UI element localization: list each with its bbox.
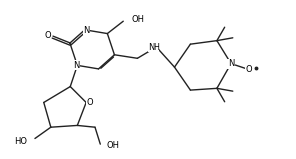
Text: N: N (148, 43, 155, 52)
Text: O: O (86, 98, 93, 107)
Text: OH: OH (131, 15, 144, 24)
Text: N: N (73, 61, 79, 70)
Text: N: N (228, 59, 234, 68)
Text: N: N (83, 26, 89, 35)
Text: O: O (44, 31, 51, 40)
Text: HO: HO (14, 137, 27, 146)
Text: H: H (153, 43, 159, 52)
Text: OH: OH (107, 141, 120, 150)
Text: O: O (246, 66, 252, 74)
